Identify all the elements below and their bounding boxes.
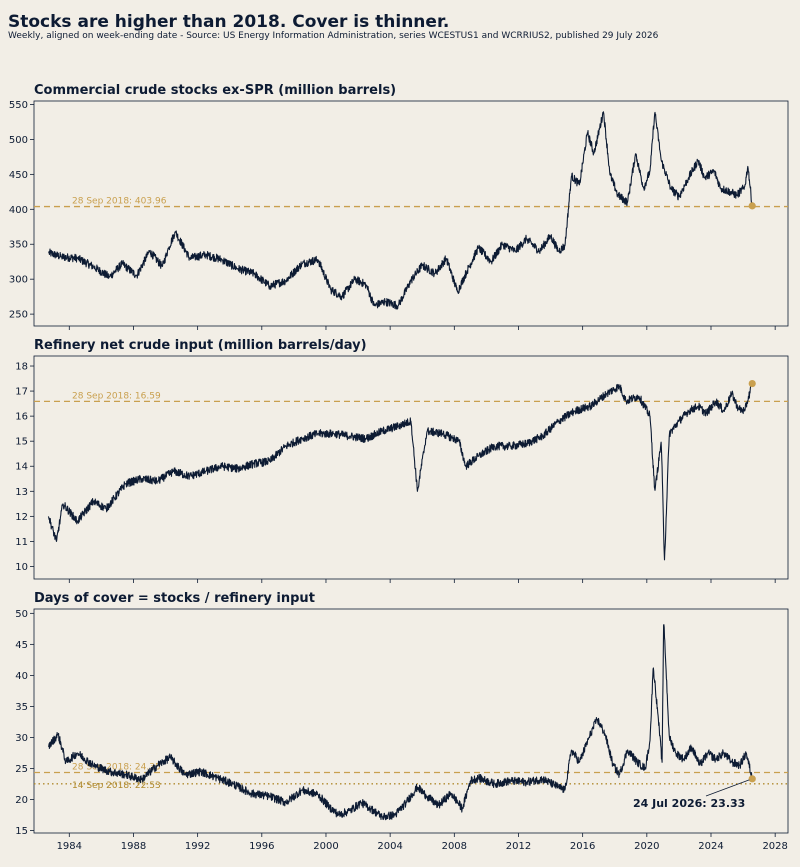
- plot-frame: [33, 355, 789, 580]
- panel-title: Days of cover = stocks / refinery input: [34, 591, 315, 606]
- y-tick-label: 30: [15, 733, 28, 744]
- y-tick-label: 25: [15, 764, 28, 775]
- y-tick-label: 14: [15, 462, 28, 473]
- series-line: [47, 383, 753, 561]
- reference-label: 28 Sep 2018: 24.35: [72, 763, 161, 773]
- figure-subtitle: Weekly, aligned on week-ending date - So…: [8, 31, 659, 41]
- y-tick-label: 16: [15, 412, 28, 423]
- x-tick-label: 1992: [185, 841, 210, 852]
- reference-label: 28 Sep 2018: 403.96: [72, 197, 167, 207]
- x-tick-label: 1984: [57, 841, 82, 852]
- x-tick-label: 1988: [121, 841, 146, 852]
- x-tick-label: 2020: [634, 841, 659, 852]
- x-tick-label: 1996: [249, 841, 274, 852]
- reference-label: 28 Sep 2018: 16.59: [72, 391, 161, 401]
- y-tick-label: 11: [15, 537, 28, 548]
- series-line: [48, 111, 753, 310]
- y-tick-label: 40: [15, 671, 28, 682]
- endpoint-marker: [748, 202, 756, 210]
- reference-label: 14 Sep 2018: 22.53: [72, 781, 161, 791]
- y-tick-label: 250: [9, 310, 28, 321]
- x-tick-label: 2012: [506, 841, 531, 852]
- y-tick-label: 45: [15, 640, 28, 651]
- endpoint-marker: [748, 775, 756, 783]
- y-tick-label: 550: [9, 100, 28, 111]
- x-tick-label: 2000: [313, 841, 338, 852]
- y-tick-label: 50: [15, 609, 28, 620]
- y-tick-label: 20: [15, 795, 28, 806]
- plot-frame: [33, 608, 789, 834]
- y-tick-label: 15: [15, 826, 28, 837]
- y-tick-label: 17: [15, 387, 28, 398]
- y-tick-label: 35: [15, 702, 28, 713]
- y-tick-label: 500: [9, 135, 28, 146]
- y-tick-label: 18: [15, 362, 28, 373]
- figure-title: Stocks are higher than 2018. Cover is th…: [8, 12, 450, 32]
- x-tick-label: 2016: [570, 841, 595, 852]
- y-tick-label: 10: [15, 562, 28, 573]
- x-tick-label: 2028: [762, 841, 787, 852]
- x-tick-label: 2008: [442, 841, 467, 852]
- endpoint-marker: [748, 379, 756, 388]
- x-tick-label: 2004: [377, 841, 402, 852]
- y-tick-label: 15: [15, 437, 28, 448]
- y-tick-label: 350: [9, 240, 28, 251]
- annotation-leader: [705, 779, 750, 797]
- series-line: [47, 624, 753, 821]
- panel-title: Refinery net crude input (million barrel…: [34, 338, 367, 353]
- annotation-label: 24 Jul 2026: 23.33: [633, 797, 745, 810]
- plot-frame: [33, 100, 789, 327]
- panel-title: Commercial crude stocks ex-SPR (million …: [34, 83, 396, 98]
- y-tick-label: 13: [15, 487, 28, 498]
- y-tick-label: 400: [9, 205, 28, 216]
- y-tick-label: 300: [9, 275, 28, 286]
- x-tick-label: 2024: [698, 841, 723, 852]
- y-tick-label: 12: [15, 512, 28, 523]
- y-tick-label: 450: [9, 170, 28, 181]
